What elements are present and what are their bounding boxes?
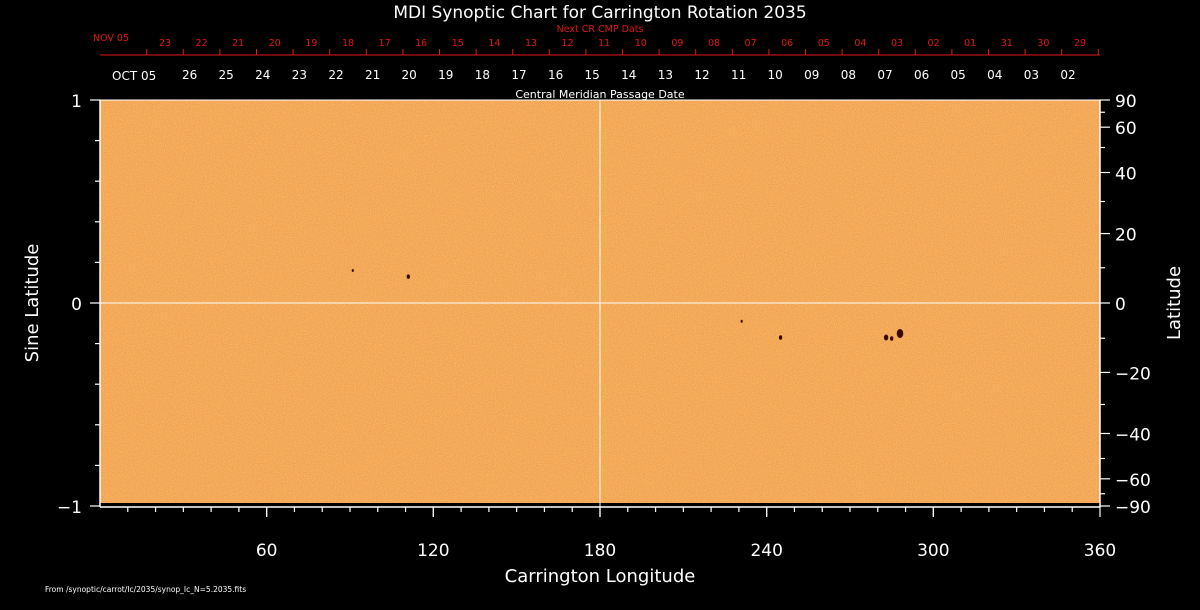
left-axis-ticks: 1 0 −1 (57, 92, 100, 518)
sunspot (896, 328, 904, 338)
cmp-day-label: 06 (914, 68, 929, 82)
chart-title: MDI Synoptic Chart for Carrington Rotati… (393, 3, 806, 23)
next-cr-ticks: 23 22 21 20 19 18 17 16 15 14 13 12 11 10 09 08 07 06 05 04… (146, 38, 1099, 55)
next-cr-day-label: 12 (562, 38, 574, 49)
next-cr-day-label: 07 (745, 38, 757, 49)
next-cr-day-label: 31 (1001, 38, 1013, 49)
sunspot (351, 269, 354, 273)
next-cr-day-label: 17 (379, 38, 391, 49)
cmp-ticks: 26 25 24 23 22 21 20 19 18 17 16 15 14 13 12 11 10 09 08 07… (182, 68, 1076, 82)
left-tick-label: 1 (71, 92, 82, 112)
x-tick-label: 120 (417, 541, 449, 561)
right-tick-label: −90 (1115, 498, 1151, 518)
right-tick-label: −40 (1115, 425, 1151, 445)
sunspot (406, 274, 410, 279)
next-cr-day-label: 30 (1037, 38, 1049, 49)
next-cr-axis-label: Next CR CMP Dats (557, 24, 644, 35)
cmp-day-label: 18 (475, 68, 490, 82)
left-axis-label: Sine Latitude (22, 244, 43, 363)
next-cr-day-label: 22 (196, 38, 208, 49)
cmp-day-label: 22 (328, 68, 343, 82)
next-cr-day-label: 16 (415, 38, 427, 49)
right-axis-ticks: 90 60 40 20 0 −20 −40 −60 −90 (1100, 92, 1151, 518)
right-tick-label: 60 (1115, 119, 1137, 139)
next-cr-day-label: 29 (1074, 38, 1086, 49)
next-cr-day-label: 10 (635, 38, 647, 49)
cmp-day-label: 11 (731, 68, 746, 82)
next-cr-day-label: 01 (964, 38, 976, 49)
x-tick-label: 300 (917, 541, 949, 561)
next-cr-day-label: 02 (928, 38, 940, 49)
cmp-day-label: 21 (365, 68, 380, 82)
cmp-day-label: 02 (1060, 68, 1075, 82)
cmp-day-label: 14 (621, 68, 636, 82)
cmp-day-label: 10 (768, 68, 783, 82)
cmp-day-label: 25 (219, 68, 234, 82)
x-tick-label: 60 (256, 541, 278, 561)
next-cr-day-label: 18 (342, 38, 354, 49)
sunspot (890, 336, 894, 341)
right-tick-label: 40 (1115, 165, 1137, 185)
next-cr-day-label: 04 (854, 38, 866, 49)
cmp-day-label: 23 (292, 68, 307, 82)
cmp-day-label: 07 (877, 68, 892, 82)
cmp-day-label: 09 (804, 68, 819, 82)
next-cr-day-label: 05 (818, 38, 830, 49)
next-cr-day-label: 14 (488, 38, 500, 49)
cmp-day-label: 04 (987, 68, 1002, 82)
x-tick-label: 240 (750, 541, 782, 561)
x-axis-label: Carrington Longitude (505, 566, 696, 587)
right-tick-label: −60 (1115, 471, 1151, 491)
left-tick-label: −1 (57, 498, 82, 518)
next-cr-day-label: 03 (891, 38, 903, 49)
cmp-day-label: 03 (1024, 68, 1039, 82)
cmp-day-label: 16 (548, 68, 563, 82)
x-tick-label: 360 (1084, 541, 1116, 561)
sunspot-group (351, 269, 904, 341)
next-cr-day-label: 09 (671, 38, 683, 49)
sunspot (778, 335, 783, 340)
next-cr-day-label: 11 (598, 38, 610, 49)
left-tick-label: 0 (71, 295, 82, 315)
next-cr-day-label: 19 (305, 38, 317, 49)
cmp-day-label: 05 (951, 68, 966, 82)
cmp-day-label: 15 (585, 68, 600, 82)
cmp-day-label: 17 (511, 68, 526, 82)
right-axis-label: Latitude (1164, 266, 1185, 340)
next-cr-day-label: 21 (232, 38, 244, 49)
next-cr-day-label: 15 (452, 38, 464, 49)
source-file-footer: From /synoptic/carrot/Ic/2035/synop_Ic_N… (45, 585, 246, 594)
cmp-axis-label: Central Meridian Passage Date (515, 88, 684, 101)
x-axis-ticks: 60 120 180 240 300 360 (127, 507, 1116, 561)
cmp-day-label: 08 (841, 68, 856, 82)
cmp-day-label: 12 (694, 68, 709, 82)
right-tick-label: −20 (1115, 364, 1151, 384)
x-tick-label: 180 (584, 541, 616, 561)
cmp-day-label: 24 (255, 68, 270, 82)
cmp-day-label: 13 (658, 68, 673, 82)
next-cr-day-label: 23 (159, 38, 171, 49)
next-cr-day-label: 20 (269, 38, 281, 49)
cmp-month-label: OCT 05 (112, 69, 156, 83)
sunspot (740, 319, 743, 323)
next-cr-day-label: 08 (708, 38, 720, 49)
cmp-day-label: 20 (402, 68, 417, 82)
right-tick-label: 20 (1115, 226, 1137, 246)
next-cr-month-label: NOV 05 (93, 33, 129, 44)
next-cr-day-label: 06 (781, 38, 793, 49)
next-cr-day-label: 13 (525, 38, 537, 49)
right-tick-label: 90 (1115, 92, 1137, 112)
cmp-day-label: 19 (438, 68, 453, 82)
sunspot (883, 334, 889, 341)
right-tick-label: 0 (1115, 295, 1126, 315)
cmp-day-label: 26 (182, 68, 197, 82)
